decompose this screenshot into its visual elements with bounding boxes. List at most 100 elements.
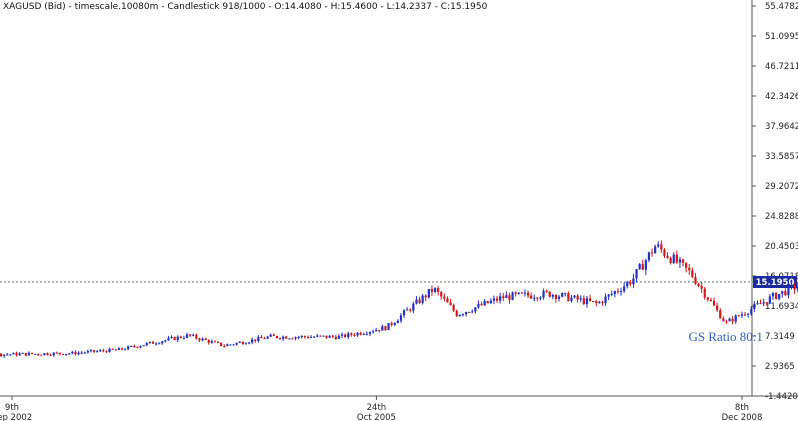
candle-body xyxy=(638,264,641,270)
candle-body xyxy=(344,334,347,338)
candle-body xyxy=(340,334,344,336)
candle-body xyxy=(412,303,415,311)
candle-body xyxy=(539,297,542,299)
candle-body xyxy=(592,300,595,302)
candle-body xyxy=(139,346,142,348)
candle-body xyxy=(672,254,675,263)
candle-body xyxy=(508,295,511,300)
candle-body xyxy=(226,344,229,347)
candle-body xyxy=(557,296,561,299)
y-tick-label: 2.9365 xyxy=(765,362,795,372)
candle-body xyxy=(756,303,759,305)
candle-body xyxy=(263,338,266,340)
candle-body xyxy=(238,341,241,343)
y-tick-label: 55.4782 xyxy=(765,2,798,12)
candle-body xyxy=(660,244,663,250)
candle-body xyxy=(201,338,204,341)
candle-body xyxy=(613,291,616,294)
candle-body xyxy=(272,334,275,336)
candle-body xyxy=(536,297,539,299)
candle-body xyxy=(179,336,182,338)
candle-body xyxy=(151,341,155,344)
candle-body xyxy=(551,294,554,297)
candle-body xyxy=(334,336,337,339)
candle-body xyxy=(241,341,244,344)
candle-body xyxy=(725,321,728,323)
current-price-tag xyxy=(753,276,797,289)
candle-body xyxy=(629,282,632,285)
candle-body xyxy=(406,309,409,311)
x-tick-date: Sep 2002 xyxy=(0,413,32,421)
candle-body xyxy=(678,259,682,263)
candle-body xyxy=(61,353,65,355)
candle-body xyxy=(691,270,694,278)
candle-body xyxy=(170,336,173,338)
candle-body xyxy=(703,288,706,298)
candle-body xyxy=(294,337,297,339)
candle-body xyxy=(313,336,316,338)
candle-body xyxy=(65,353,68,355)
candle-body xyxy=(303,336,306,338)
candle-body xyxy=(43,353,46,355)
candle-body xyxy=(675,254,678,263)
candle-body xyxy=(210,341,213,343)
candle-body xyxy=(133,345,136,347)
candle-body xyxy=(117,348,120,350)
candle-body xyxy=(185,334,189,338)
candle-body xyxy=(585,298,589,305)
candle-body xyxy=(114,349,117,351)
candle-body xyxy=(353,334,356,336)
candle-body xyxy=(706,297,709,300)
candle-body xyxy=(573,295,576,298)
y-tick-label: 33.5857 xyxy=(765,152,798,162)
candle-body xyxy=(784,291,787,296)
candle-body xyxy=(102,350,105,352)
x-tick-day: 8th xyxy=(735,403,749,413)
candle-body xyxy=(554,294,558,299)
candle-body xyxy=(269,334,272,337)
candle-body xyxy=(80,352,83,354)
candle-body xyxy=(619,291,623,293)
candle-body xyxy=(399,315,403,321)
candle-body xyxy=(567,293,570,301)
candle-body xyxy=(390,323,393,325)
candle-body xyxy=(561,293,564,297)
candle-body xyxy=(58,352,62,354)
candle-body xyxy=(111,348,114,350)
candle-body xyxy=(650,252,654,254)
candle-body xyxy=(530,295,533,299)
candle-body xyxy=(359,332,362,335)
candle-body xyxy=(216,341,220,343)
candle-body xyxy=(260,336,263,339)
candle-body xyxy=(719,310,722,319)
candle-body xyxy=(40,354,43,356)
candle-body xyxy=(356,332,359,336)
candle-body xyxy=(753,303,756,309)
candle-body xyxy=(461,314,465,316)
candle-body xyxy=(189,334,192,336)
candle-body xyxy=(458,314,461,317)
candle-body xyxy=(89,350,93,352)
candle-body xyxy=(520,292,523,294)
candle-body xyxy=(173,336,176,341)
candle-body xyxy=(747,313,750,315)
current-price-label: 15.1950 xyxy=(756,278,795,288)
candle-body xyxy=(778,293,781,299)
candle-body xyxy=(762,302,765,304)
candle-body xyxy=(771,293,775,297)
candle-body xyxy=(430,288,434,292)
candle-body xyxy=(464,311,468,315)
candle-body xyxy=(254,339,257,342)
candle-body xyxy=(316,335,319,337)
candle-body xyxy=(601,301,604,304)
candle-body xyxy=(198,338,201,341)
candle-body xyxy=(145,343,148,346)
candle-body xyxy=(728,318,731,322)
candle-body xyxy=(251,339,254,343)
candle-body xyxy=(433,288,437,292)
candle-body xyxy=(127,346,130,350)
candle-body xyxy=(381,326,384,331)
candle-body xyxy=(440,292,443,297)
candle-body xyxy=(685,262,688,268)
